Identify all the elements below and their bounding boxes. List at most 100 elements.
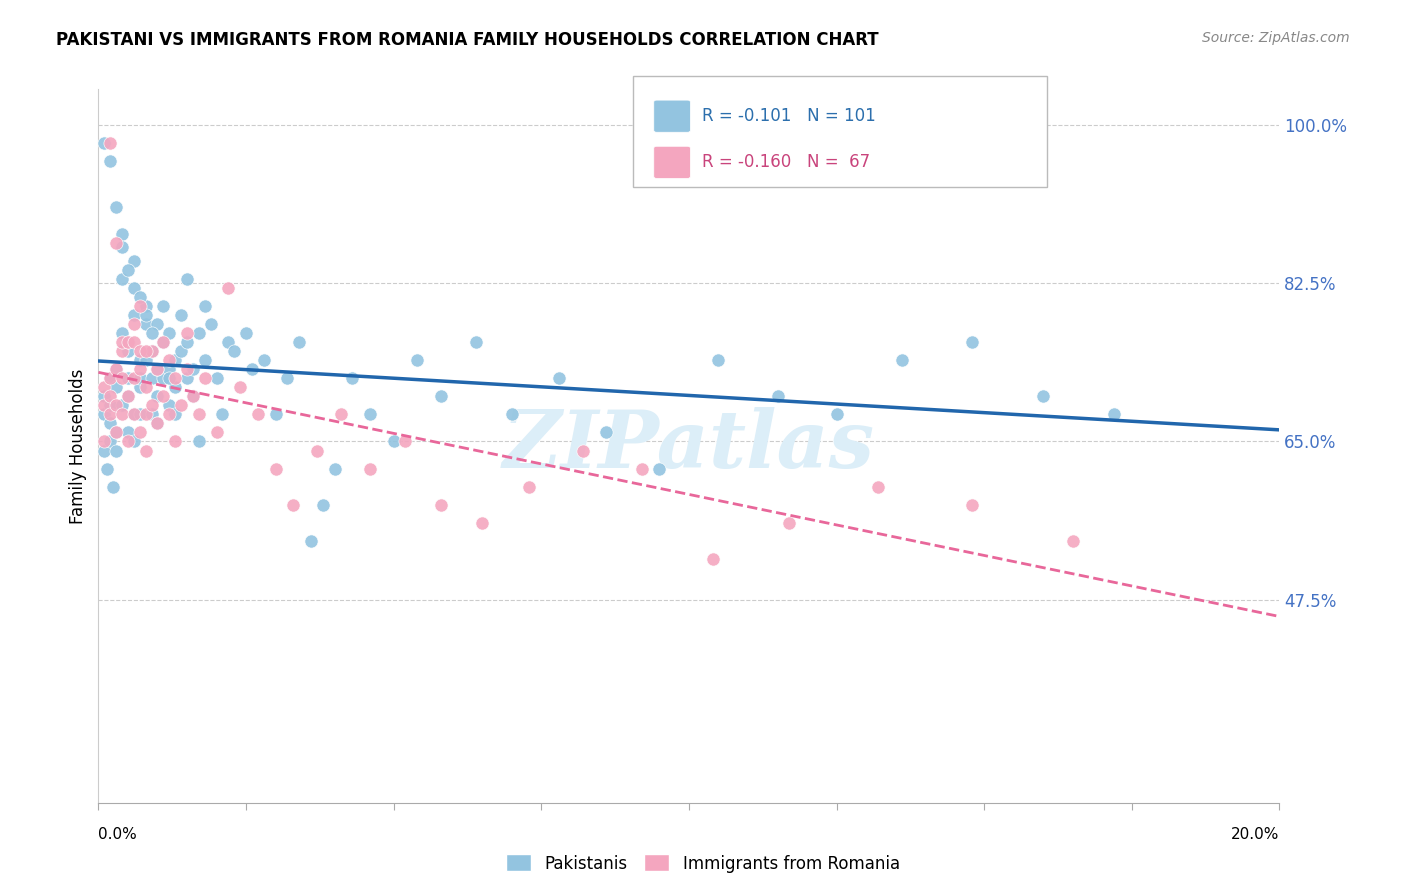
Point [122,408,145,422]
Point [187,434,209,449]
Point [135,380,157,394]
Point [825,408,848,422]
Point [117,335,139,350]
Y-axis label: Family Households: Family Households [69,368,87,524]
Text: R = -0.160   N =  67: R = -0.160 N = 67 [702,153,870,171]
Point [1102,408,1125,422]
Point [276,371,298,385]
Point [98,434,121,449]
Legend: Pakistanis, Immigrants from Romania: Pakistanis, Immigrants from Romania [499,847,907,880]
Point [111,227,134,241]
Point [165,353,187,368]
Point [105,443,128,458]
Point [111,398,134,412]
Point [111,344,134,359]
Point [406,353,429,368]
Point [235,326,257,340]
Point [181,362,204,376]
Point [135,308,157,322]
Point [157,362,180,376]
Point [146,417,169,431]
Point [93,408,115,422]
Point [342,371,364,385]
Point [117,389,139,403]
Point [329,408,352,422]
Point [98,408,121,422]
Point [194,299,217,313]
Point [283,498,305,512]
Point [141,326,163,340]
Point [240,362,263,376]
Point [890,353,912,368]
Point [571,443,593,458]
Point [181,389,204,403]
Point [98,371,121,385]
Point [1032,389,1054,403]
Point [122,371,145,385]
Point [217,335,239,350]
Point [312,498,335,512]
Point [117,263,139,277]
Point [707,353,730,368]
Point [111,240,134,254]
Point [157,353,180,368]
Point [299,533,322,548]
Point [430,389,453,403]
Point [98,154,121,169]
Text: PAKISTANI VS IMMIGRANTS FROM ROMANIA FAMILY HOUSEHOLDS CORRELATION CHART: PAKISTANI VS IMMIGRANTS FROM ROMANIA FAM… [56,31,879,49]
Point [135,344,157,359]
Point [141,398,163,412]
Point [181,389,204,403]
Point [264,408,287,422]
Point [117,371,139,385]
Point [176,371,198,385]
Point [187,326,209,340]
Point [105,380,128,394]
Text: Source: ZipAtlas.com: Source: ZipAtlas.com [1202,31,1350,45]
Point [176,335,198,350]
Point [135,317,157,331]
Point [103,480,125,494]
Point [176,272,198,286]
Point [98,417,121,431]
Point [105,235,128,250]
Point [122,434,145,449]
Point [152,335,174,350]
Point [176,362,198,376]
Point [111,371,134,385]
Point [105,425,128,440]
Point [205,371,228,385]
Point [93,389,115,403]
Point [141,344,163,359]
Point [128,353,150,368]
Point [117,389,139,403]
Point [111,326,134,340]
Point [128,362,150,376]
Text: ZIPatlas: ZIPatlas [503,408,875,484]
Point [471,516,494,530]
Point [630,461,652,475]
Point [122,308,145,322]
Point [323,461,346,475]
Point [128,380,150,394]
Point [382,434,405,449]
Point [766,389,789,403]
Point [595,425,617,440]
Point [170,308,193,322]
Point [128,408,150,422]
Point [93,380,115,394]
Point [98,371,121,385]
Point [253,353,276,368]
Point [157,398,180,412]
Point [224,344,246,359]
Point [105,398,128,412]
Point [165,371,187,385]
Point [962,335,984,350]
Point [200,317,222,331]
Point [229,380,252,394]
Point [105,362,128,376]
Text: R = -0.101   N = 101: R = -0.101 N = 101 [702,107,876,125]
Point [111,272,134,286]
Point [98,389,121,403]
Point [96,461,118,475]
